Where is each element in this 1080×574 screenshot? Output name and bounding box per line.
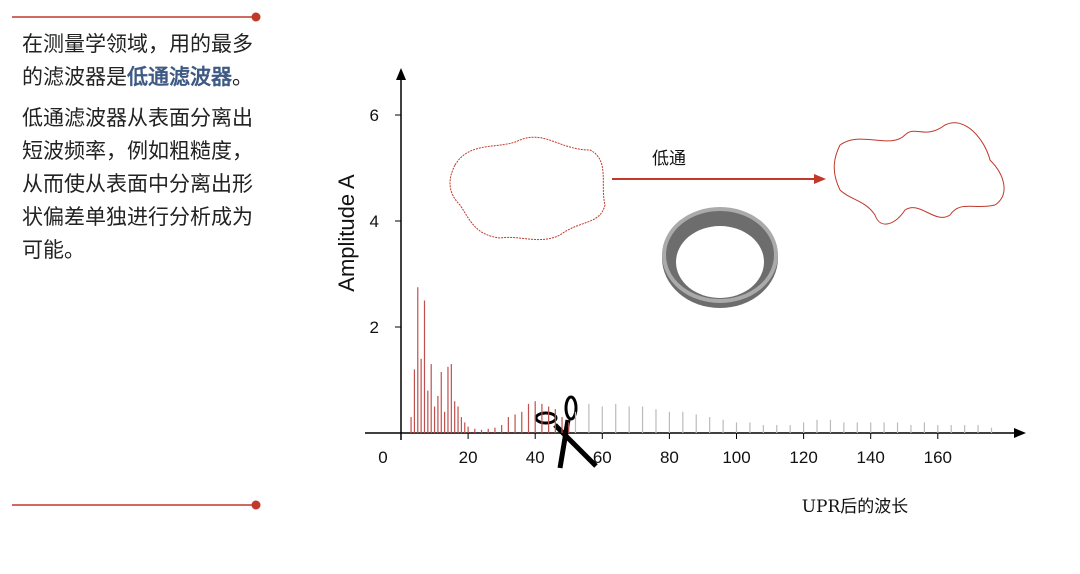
bar [561, 417, 563, 433]
dot [251, 12, 261, 22]
bar [541, 403, 543, 433]
bar [870, 422, 872, 433]
bar [460, 417, 462, 433]
bar [588, 403, 590, 433]
arrow [396, 68, 406, 80]
bar [521, 411, 523, 433]
x-tick-label: 160 [924, 448, 952, 467]
y-tick-label: 4 [370, 212, 379, 231]
arrow [1014, 428, 1026, 438]
bar [950, 425, 952, 433]
x-tick-label: 100 [722, 448, 750, 467]
bar [937, 425, 939, 433]
bar [628, 406, 630, 433]
bar [444, 411, 446, 433]
bar [990, 427, 993, 433]
bar [480, 429, 483, 433]
x-tick-label: 40 [526, 448, 545, 467]
smooth-profile [833, 122, 1005, 225]
x-tick-label: 20 [459, 448, 478, 467]
bar [534, 401, 536, 433]
dot [251, 500, 261, 510]
paragraph: 在测量学领域，用的最多的滤波器是低通滤波器。 [22, 28, 272, 94]
text: 。 [232, 65, 253, 89]
y-tick-label: 2 [370, 318, 379, 337]
bar [440, 372, 442, 433]
bar [410, 417, 412, 433]
bar [568, 422, 570, 433]
text: 在测量学领域，用的最多的滤波器是 [22, 32, 253, 89]
ring [662, 207, 778, 308]
bar [433, 406, 436, 433]
bar [762, 425, 764, 433]
bar [464, 422, 466, 433]
bar [494, 427, 496, 433]
bar [437, 395, 439, 433]
bar [467, 426, 469, 433]
y-tick-label: 6 [370, 106, 379, 125]
bar [923, 422, 925, 433]
bar [420, 358, 422, 433]
bar [735, 422, 738, 433]
rough-profile [449, 136, 606, 241]
bar [474, 428, 476, 433]
bar [423, 300, 426, 433]
bar [454, 401, 456, 433]
highlight: 低通滤波器 [127, 65, 232, 89]
bar [417, 287, 419, 433]
bar [695, 414, 697, 433]
bar [749, 422, 751, 433]
bar [682, 411, 684, 433]
x-tick-label: 60 [593, 448, 612, 467]
bar [977, 425, 979, 433]
bar [527, 403, 530, 433]
bar [574, 411, 577, 433]
bar [457, 406, 459, 433]
bar [548, 406, 550, 433]
paragraph: 低通滤波器从表面分离出短波频率，例如粗糙度，从而使从表面中分离出形状偏差单独进行… [22, 106, 253, 262]
bar [803, 422, 805, 433]
bar [554, 409, 556, 433]
bar [964, 425, 966, 433]
bar [843, 422, 845, 433]
bar [883, 422, 885, 433]
bar [413, 369, 416, 433]
bar [447, 366, 449, 433]
bar [514, 414, 516, 433]
bar [487, 428, 489, 433]
bar [789, 425, 791, 433]
x-tick-label: 0 [378, 448, 387, 467]
bar [709, 417, 711, 433]
bar [450, 364, 452, 433]
bar [615, 403, 617, 433]
bar [501, 425, 503, 433]
bar [910, 425, 912, 433]
bar [896, 422, 899, 433]
bar [641, 406, 644, 433]
x-tick-label: 140 [857, 448, 885, 467]
bar [829, 419, 832, 433]
bar [776, 425, 778, 433]
bar [668, 411, 670, 433]
arrow [814, 174, 826, 184]
bar [507, 417, 509, 433]
bar [427, 390, 429, 433]
y-axis-label: Amplitude A [334, 174, 359, 292]
x-tick-label: 120 [789, 448, 817, 467]
bar [816, 419, 818, 433]
bar [430, 364, 432, 433]
bar [601, 406, 603, 433]
bar [722, 419, 724, 433]
x-tick-label: 80 [660, 448, 679, 467]
annotation: 低通 [652, 149, 686, 168]
x-axis-label: UPR后的波长 [802, 497, 909, 517]
bar [856, 422, 858, 433]
bar [655, 409, 657, 433]
